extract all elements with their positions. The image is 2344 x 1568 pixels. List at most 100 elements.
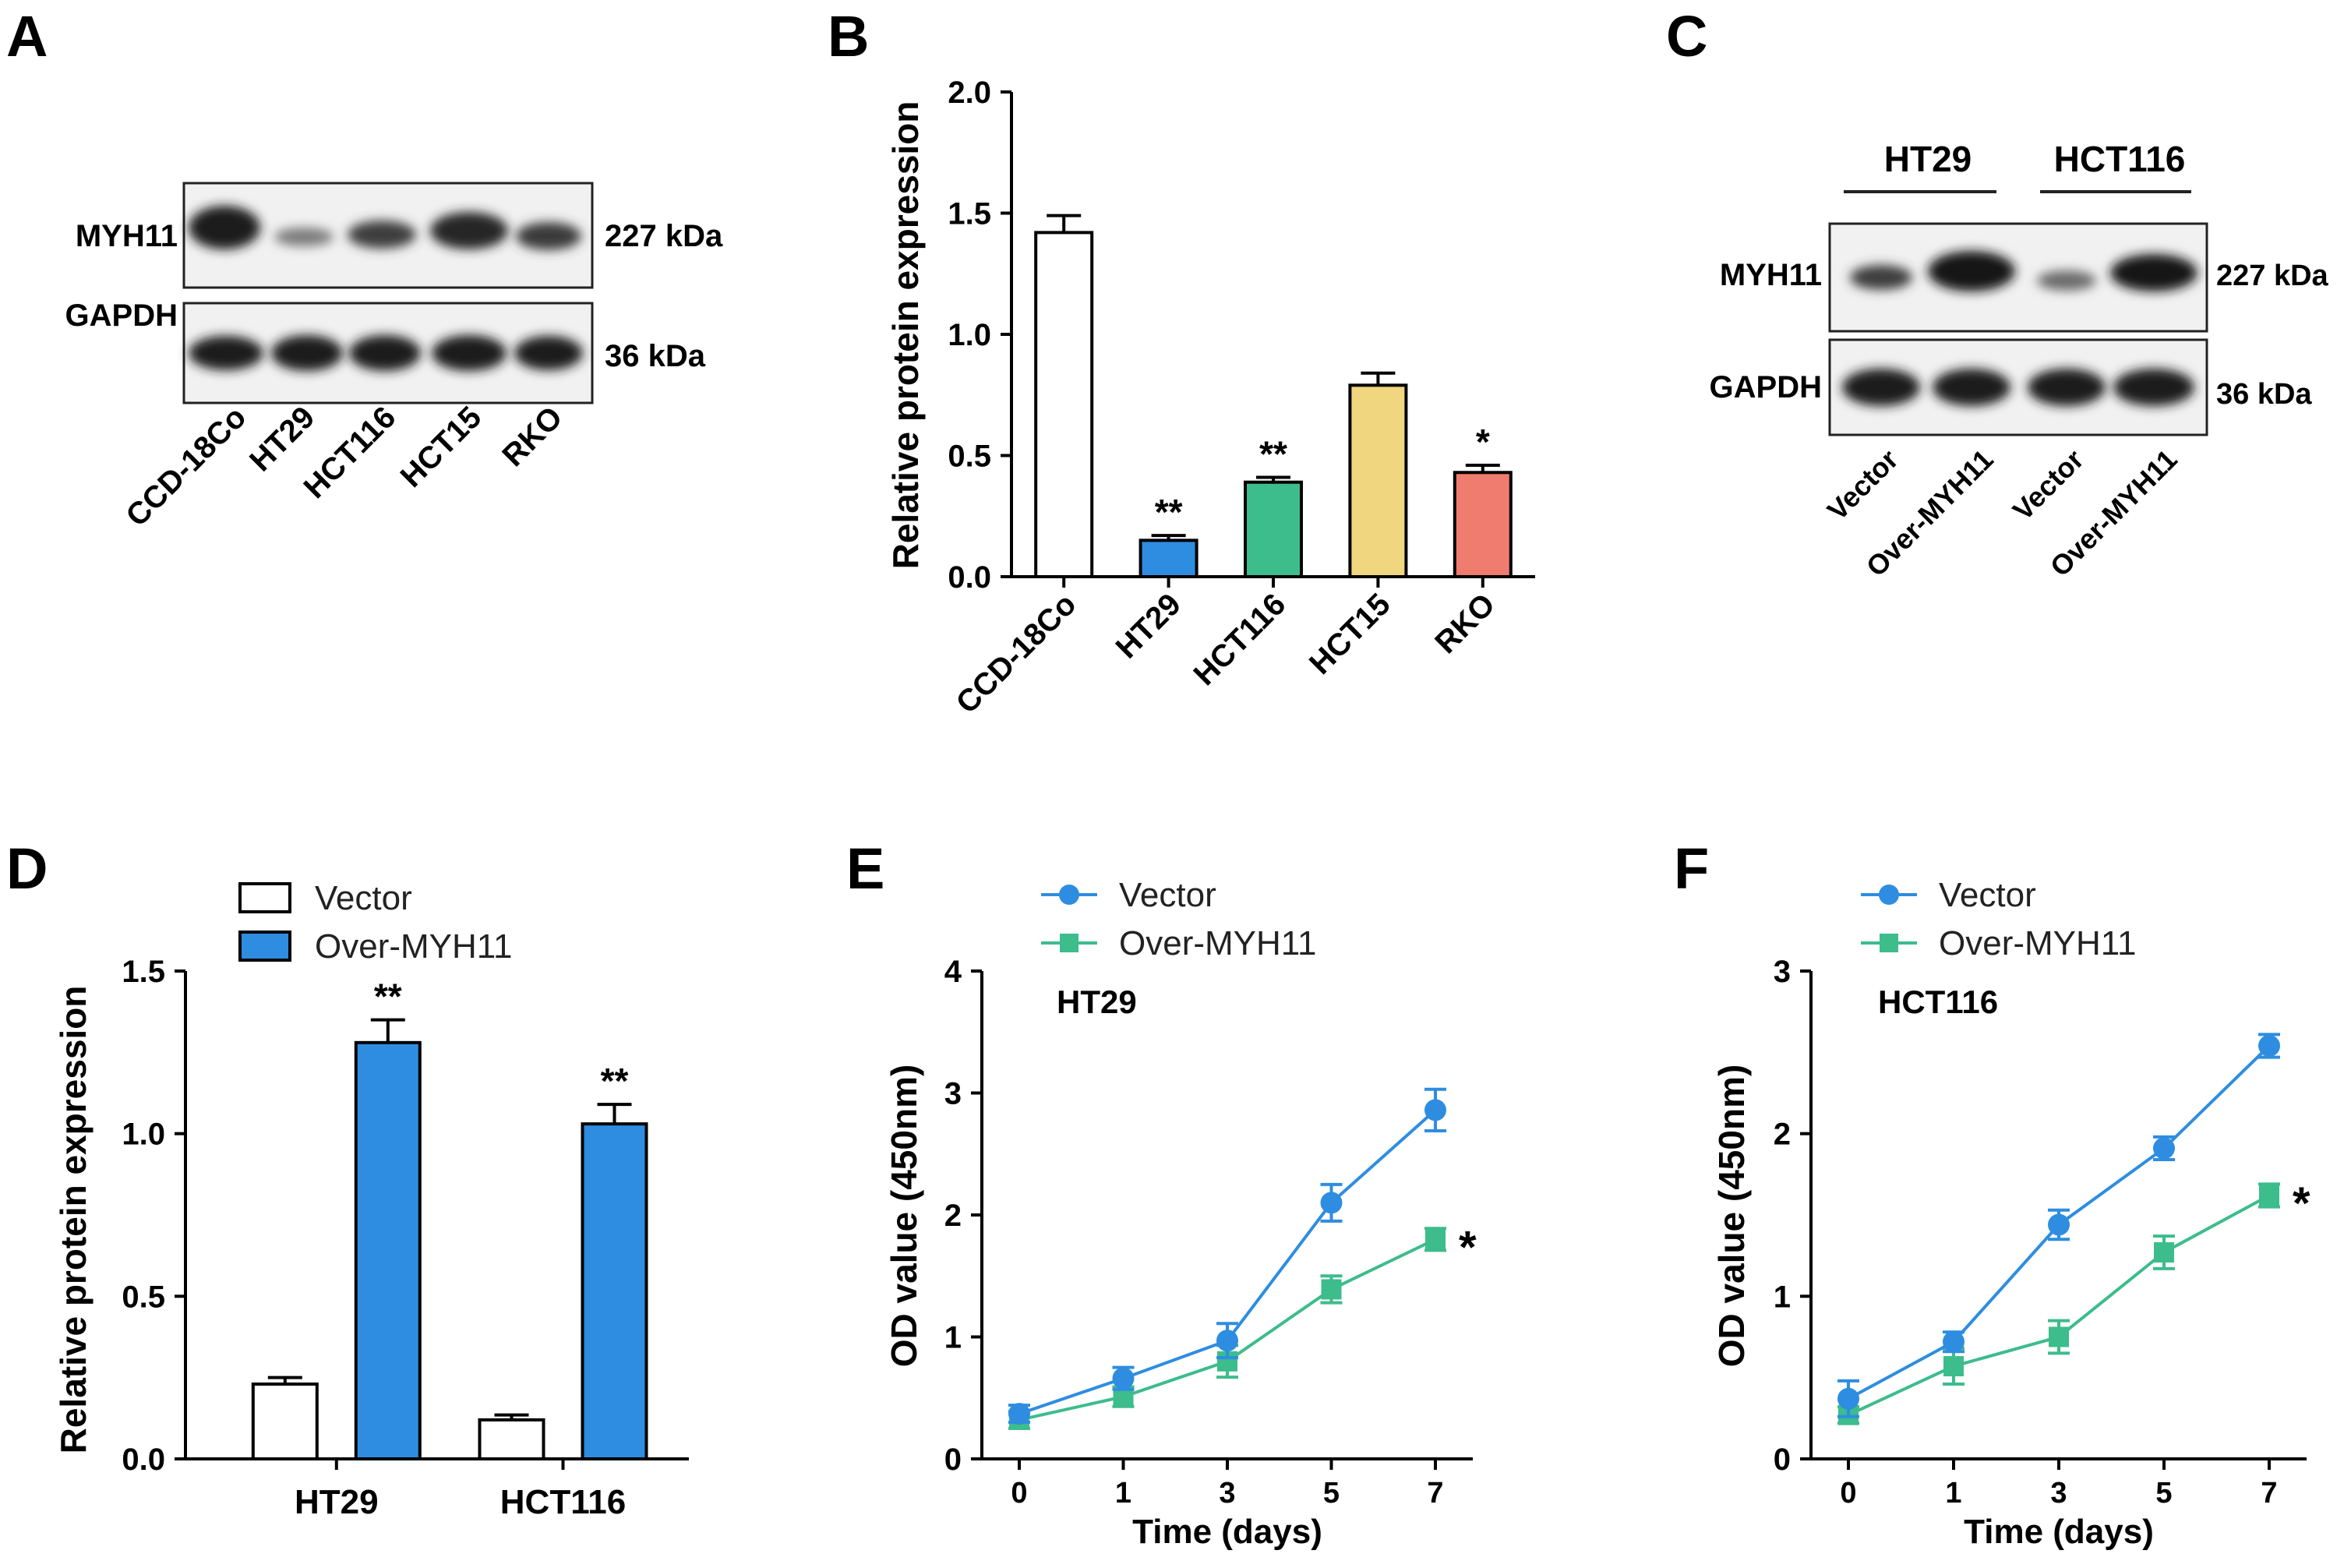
blot-a-lane-label: RKO (496, 400, 569, 473)
data-point (2153, 1137, 2175, 1160)
y-tick-label: 0.0 (122, 1443, 165, 1477)
panel-c-letter: C (1666, 4, 1707, 69)
data-point (2154, 1241, 2174, 1263)
chart-annotation: HCT116 (1878, 984, 1998, 1020)
data-point (1216, 1330, 1238, 1352)
y-tick-label: 0.5 (948, 440, 991, 474)
blot-c-group-label-ht29: HT29 (1884, 139, 1972, 179)
data-point (1424, 1099, 1446, 1121)
blot-a-kda-227: 227 kDa (605, 219, 723, 253)
data-point (2259, 1185, 2279, 1206)
blot-a-band (432, 335, 507, 371)
blot-c-band (2110, 254, 2198, 291)
x-tick-label: HCT116 (1187, 587, 1292, 692)
blot-c-band (2113, 369, 2194, 406)
significance-marker: ** (601, 1061, 629, 1101)
blot-a-band (430, 212, 508, 249)
blot-a-band (189, 336, 263, 370)
bar-ccd-18co (1034, 231, 1094, 578)
data-point (1112, 1367, 1135, 1390)
blot-c-band (1928, 251, 2015, 291)
x-axis-title: Time (days) (1964, 1513, 2154, 1551)
x-tick-label: CCD-18Co (950, 587, 1083, 720)
legend-label: Vector (1119, 876, 1216, 914)
blot-a-band (516, 222, 581, 250)
y-tick-label: 1 (944, 1321, 962, 1355)
x-tick-label: 5 (2155, 1477, 2172, 1510)
x-tick-label: 1 (1945, 1477, 1961, 1510)
blot-c-band (2028, 369, 2106, 406)
blot-c-kda-36: 36 kDa (2216, 378, 2312, 411)
x-tick-label: 0 (1011, 1477, 1027, 1510)
legend-marker (1880, 934, 1898, 952)
blot-a-band (271, 335, 343, 371)
x-tick-label: HT29 (1110, 587, 1188, 665)
blot-a-band (349, 335, 421, 371)
bar-vector-hct116 (478, 1418, 545, 1461)
panel-e-line-chart: E 0 1 2 3 4 OD value (450nm) 0 1 3 5 7 Time (days) HT… (846, 836, 1477, 1551)
data-point (1321, 1279, 1342, 1300)
legend-label: Vector (1939, 876, 2036, 914)
chart-annotation: HT29 (1057, 984, 1137, 1020)
panel-a-western-blot: A MYH11 GAPDH 227 kDa 36 kDa CCD-18Co HT… (6, 4, 723, 533)
y-tick-label: 4 (944, 955, 962, 989)
data-point (1837, 1387, 1859, 1410)
y-tick-label: 3 (944, 1077, 962, 1111)
panel-f-line-chart: F 0 1 2 3 OD value (450nm) 0 1 3 5 7 Time (days) HCT… (1674, 836, 2310, 1551)
legend-swatch (238, 931, 291, 962)
x-tick-label: 3 (2050, 1477, 2067, 1510)
y-tick-label: 1.5 (122, 955, 165, 989)
y-tick-label: 2 (1774, 1118, 1791, 1152)
y-tick-label: 0 (944, 1443, 962, 1477)
blot-a-band (189, 206, 260, 249)
y-tick-label: 3 (1774, 955, 1791, 989)
x-tick-label: HT29 (295, 1483, 379, 1521)
legend-label: Vector (315, 879, 412, 917)
panel-b-letter: B (828, 4, 869, 69)
blot-c-band (1933, 369, 2010, 406)
legend-marker (1059, 885, 1079, 905)
x-tick-label: 3 (1219, 1477, 1235, 1510)
legend-marker (1879, 885, 1899, 905)
x-axis-title: Time (days) (1132, 1513, 1322, 1551)
blot-a-lane-label: HT29 (243, 400, 321, 478)
y-tick-label: 1.0 (948, 318, 991, 352)
y-tick-label: 2.0 (948, 76, 991, 110)
legend-label: Over-MYH11 (1939, 924, 2136, 962)
y-tick-label: 0 (1774, 1443, 1791, 1477)
x-tick-label: 5 (1323, 1477, 1340, 1510)
panel-e-letter: E (846, 836, 884, 901)
bar-hct116 (1244, 480, 1303, 579)
y-tick-label: 1.0 (122, 1118, 165, 1152)
data-point (1008, 1403, 1030, 1425)
bar-ht29 (1138, 539, 1198, 578)
panel-c-western-blot: C HT29 HCT116 MYH11 GAPDH 227 kDa 36 kDa… (1666, 4, 2329, 583)
blot-c-kda-227: 227 kDa (2216, 260, 2329, 292)
bar-vector-ht29 (251, 1383, 319, 1460)
x-tick-label: 7 (1427, 1477, 1443, 1510)
blot-c-row-label-gapdh: GAPDH (1710, 370, 1822, 404)
panel-a-letter: A (6, 4, 48, 69)
legend-label: Over-MYH11 (1119, 924, 1316, 962)
data-point (2049, 1326, 2069, 1347)
significance-marker: ** (374, 976, 402, 1017)
bar-over-myh11-ht29 (354, 1040, 422, 1460)
significance-marker: ** (1259, 433, 1287, 474)
blot-a-row-label-gapdh: GAPDH (65, 298, 178, 333)
blot-c-group-label-hct116: HCT116 (2054, 139, 2186, 179)
blot-a-band (274, 228, 334, 246)
panel-f-letter: F (1674, 836, 1709, 901)
y-tick-label: 1.5 (948, 197, 991, 231)
bar-over-myh11-hct116 (581, 1122, 648, 1460)
data-point (1320, 1192, 1343, 1214)
data-point (1943, 1356, 1964, 1377)
x-tick-label: RKO (1428, 587, 1502, 660)
y-axis-title: Relative protein expression (885, 101, 926, 570)
y-tick-label: 0.5 (122, 1280, 165, 1314)
blot-c-lane-label: Vector (2007, 443, 2090, 527)
panel-b-bar-chart: B 0.0 0.5 1.0 1.5 2.0 Relative protein express… (828, 4, 1535, 720)
legend-swatch (238, 882, 291, 913)
x-tick-label: HCT116 (500, 1483, 626, 1521)
data-point (2258, 1034, 2280, 1057)
y-tick-label: 2 (944, 1199, 962, 1233)
